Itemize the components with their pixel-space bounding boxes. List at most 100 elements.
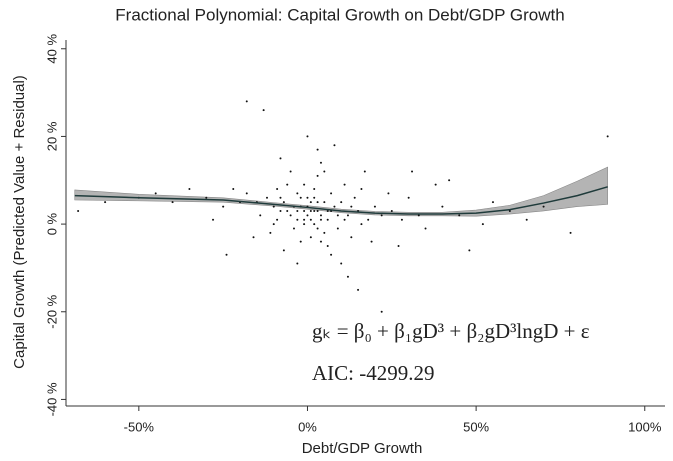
scatter-point xyxy=(360,223,363,226)
scatter-point xyxy=(407,196,410,199)
scatter-point xyxy=(282,201,285,204)
scatter-point xyxy=(373,205,376,208)
scatter-point xyxy=(343,183,346,186)
scatter-point xyxy=(313,196,316,199)
scatter-point xyxy=(397,245,400,248)
scatter-point xyxy=(299,240,302,243)
x-tick-label: 100% xyxy=(628,419,662,434)
scatter-point xyxy=(346,214,349,217)
scatter-point xyxy=(333,144,336,147)
scatter-point xyxy=(232,188,235,191)
scatter-point xyxy=(326,218,329,221)
scatter-point xyxy=(309,201,312,204)
scatter-point xyxy=(323,201,326,204)
scatter-point xyxy=(400,218,403,221)
scatter-point xyxy=(289,170,292,173)
scatter-point xyxy=(390,209,393,212)
scatter-point xyxy=(323,231,326,234)
x-tick-label: 50% xyxy=(463,419,489,434)
scatter-point xyxy=(606,135,609,138)
scatter-point xyxy=(343,218,346,221)
scatter-point xyxy=(319,218,322,221)
x-tick-label: -50% xyxy=(124,419,155,434)
scatter-point xyxy=(303,218,306,221)
scatter-point xyxy=(212,218,215,221)
scatter-point xyxy=(306,135,309,138)
scatter-point xyxy=(336,227,339,230)
scatter-point xyxy=(353,196,356,199)
scatter-point xyxy=(154,192,157,195)
scatter-point xyxy=(309,218,312,221)
scatter-point xyxy=(367,218,370,221)
x-tick-label: 0% xyxy=(298,419,317,434)
chart-title: Fractional Polynomial: Capital Growth on… xyxy=(115,5,564,24)
scatter-point xyxy=(306,214,309,217)
scatter-point xyxy=(276,218,279,221)
formula-annotation: gₖ = β₀ + β₁gD³ + β₂gD³lngD + ε xyxy=(312,319,590,343)
y-tick-label: 20 % xyxy=(44,121,59,151)
scatter-point xyxy=(299,196,302,199)
scatter-point xyxy=(350,205,353,208)
scatter-point xyxy=(316,174,319,177)
scatter-point xyxy=(316,201,319,204)
scatter-point xyxy=(269,231,272,234)
scatter-point xyxy=(330,192,333,195)
scatter-point xyxy=(292,227,295,230)
scatter-point xyxy=(417,214,420,217)
scatter-point xyxy=(279,196,282,199)
y-axis-title: Capital Growth (Predicted Value + Residu… xyxy=(11,75,28,369)
scatter-point xyxy=(323,170,326,173)
scatter-point xyxy=(326,245,329,248)
scatter-point xyxy=(225,253,228,256)
scatter-point xyxy=(333,205,336,208)
scatter-point xyxy=(370,240,373,243)
scatter-point xyxy=(346,275,349,278)
scatter-point xyxy=(542,205,545,208)
scatter-point xyxy=(424,227,427,230)
scatter-point xyxy=(296,209,299,212)
scatter-point xyxy=(296,218,299,221)
scatter-point xyxy=(245,100,248,103)
scatter-point xyxy=(252,236,255,239)
scatter-point xyxy=(245,192,248,195)
scatter-point xyxy=(282,249,285,252)
scatter-point xyxy=(279,157,282,160)
scatter-point xyxy=(286,209,289,212)
scatter-point xyxy=(262,109,265,112)
scatter-point xyxy=(309,209,312,212)
scatter-point xyxy=(336,214,339,217)
scatter-point xyxy=(279,209,282,212)
scatter-point xyxy=(360,188,363,191)
scatter-point xyxy=(319,240,322,243)
scatter-point xyxy=(387,192,390,195)
scatter-point xyxy=(77,209,80,212)
scatter-point xyxy=(319,214,322,217)
scatter-point xyxy=(316,148,319,151)
scatter-point xyxy=(171,201,174,204)
scatter-point xyxy=(313,209,316,212)
scatter-point xyxy=(259,214,262,217)
scatter-point xyxy=(306,196,309,199)
scatter-point xyxy=(468,249,471,252)
scatter-point xyxy=(448,179,451,182)
scatter-point xyxy=(309,236,312,239)
scatter-point xyxy=(313,223,316,226)
scatter-point xyxy=(276,188,279,191)
y-tick-label: 40 % xyxy=(44,34,59,64)
scatter-point xyxy=(272,223,275,226)
aic-annotation: AIC: -4299.29 xyxy=(312,361,435,385)
scatter-point xyxy=(434,183,437,186)
scatter-point xyxy=(313,188,316,191)
scatter-point xyxy=(303,223,306,226)
scatter-point xyxy=(222,205,225,208)
y-tick-label: -20 % xyxy=(44,294,59,328)
scatter-point xyxy=(188,188,191,191)
scatter-point xyxy=(296,262,299,265)
scatter-point xyxy=(319,161,322,164)
y-tick-label: -40 % xyxy=(44,382,59,416)
fit-line xyxy=(74,186,608,215)
y-tick-label: 0 % xyxy=(44,212,59,235)
scatter-point xyxy=(508,209,511,212)
scatter-point xyxy=(316,209,319,212)
